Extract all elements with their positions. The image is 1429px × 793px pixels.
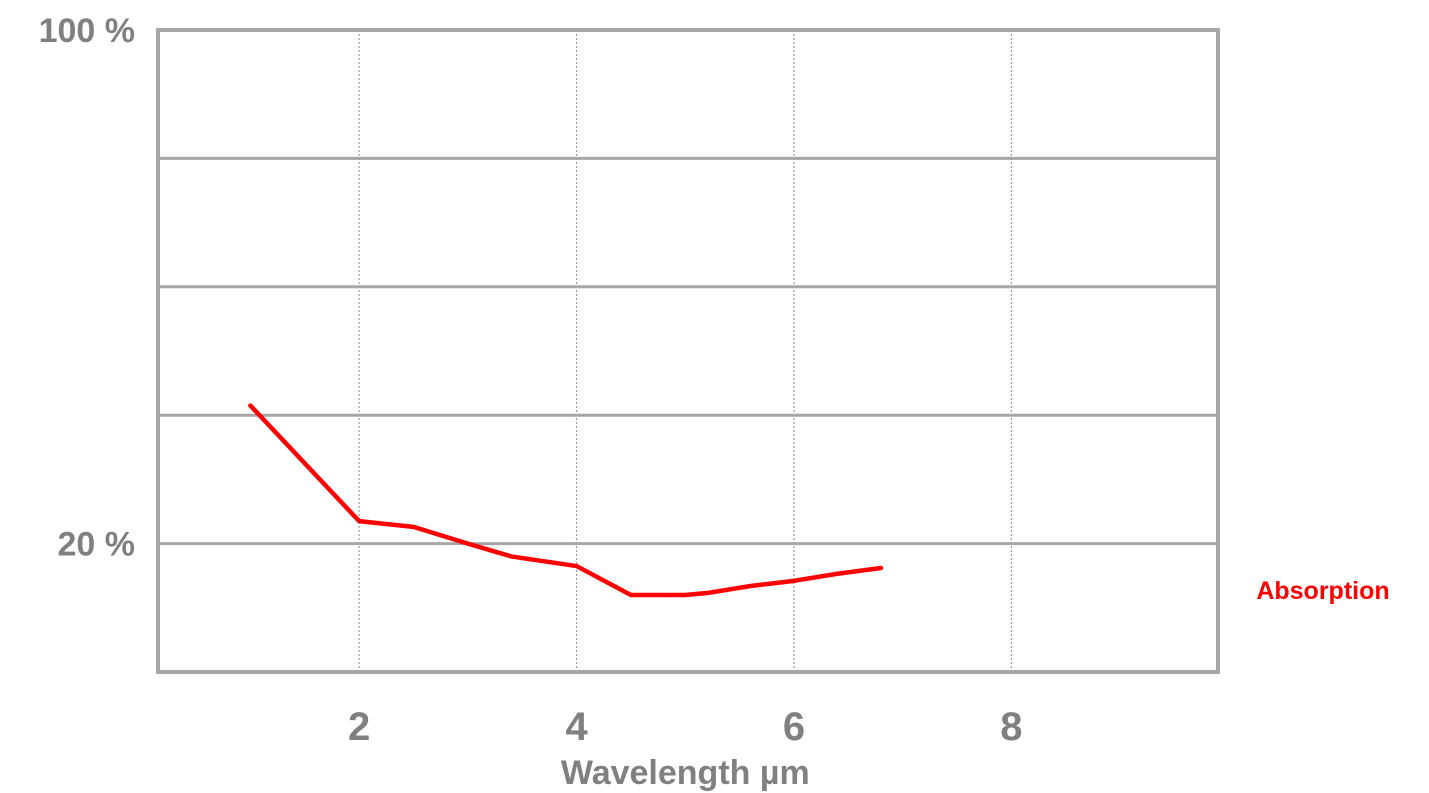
series-labels: Absorption [1256, 577, 1389, 605]
x-axis-label: Wavelength µm [561, 754, 810, 792]
x-tick-labels: 2 4 6 8 [348, 705, 1023, 749]
x-tick-label: 6 [783, 705, 805, 749]
vertical-gridlines [358, 30, 1013, 672]
x-tick-label: 4 [565, 705, 588, 749]
x-tick-label: 2 [348, 705, 370, 749]
horizontal-gridlines [158, 156, 1218, 546]
series-lines [248, 403, 884, 598]
y-tick-label: 20 % [58, 526, 136, 564]
plot-frame [156, 28, 1220, 674]
series-line-absorption [248, 403, 884, 598]
y-tick-label: 100 % [39, 12, 135, 50]
x-tick-label: 8 [1000, 705, 1022, 749]
y-tick-labels: 100 % 20 % [39, 12, 135, 564]
series-label-absorption: Absorption [1256, 577, 1389, 605]
